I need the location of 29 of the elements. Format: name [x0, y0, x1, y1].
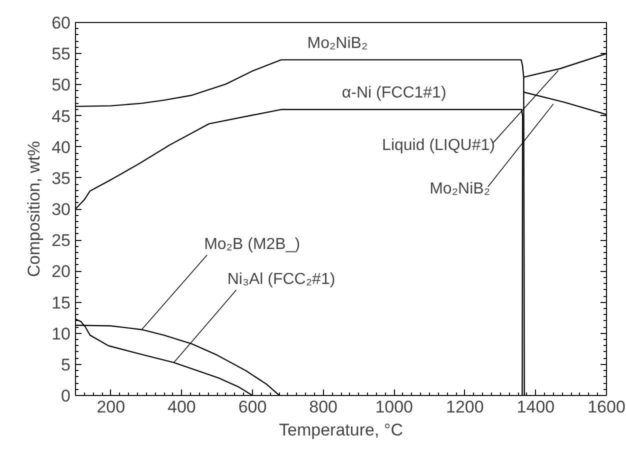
x-tick-label: 1200 [446, 398, 484, 416]
y-tick-label: 35 [52, 168, 71, 188]
y-tick-label: 30 [52, 200, 71, 219]
annotation: Liquid (LIQU#1) [382, 136, 495, 154]
annotation: Mo₂B (M2B_) [204, 236, 300, 254]
y-tick-label: 15 [52, 293, 71, 312]
x-tick-label: 1600 [588, 398, 626, 416]
y-tick-label: 5 [61, 355, 71, 374]
annotation: α-Ni (FCC1#1) [342, 84, 446, 102]
x-tick-label: 600 [238, 398, 267, 416]
annotation: Mo₂NiB₂ [307, 34, 368, 52]
y-tick-label: 45 [52, 106, 71, 126]
x-tick-label: 1400 [516, 398, 555, 416]
x-axis-title: Temperature, °C [279, 420, 403, 440]
x-tick-label: 800 [309, 398, 338, 416]
y-tick-label: 50 [52, 76, 71, 95]
y-tick-label: 10 [52, 324, 71, 344]
x-tick-label: 1000 [375, 398, 414, 416]
y-tick-label: 60 [52, 14, 71, 32]
y-tick-label: 40 [52, 138, 71, 157]
y-tick-label: 0 [61, 386, 71, 406]
x-tick-label: 400 [168, 398, 196, 416]
annotation: Mo₂NiB₂ [430, 180, 490, 198]
y-tick-label: 55 [52, 44, 71, 64]
x-tick-label: 200 [96, 398, 126, 416]
y-tick-label: 25 [52, 231, 71, 250]
y-axis-title: Composition, wt% [24, 140, 44, 278]
y-tick-label: 20 [52, 262, 71, 282]
annotation: Ni₃Al (FCC₂#1) [227, 270, 336, 288]
